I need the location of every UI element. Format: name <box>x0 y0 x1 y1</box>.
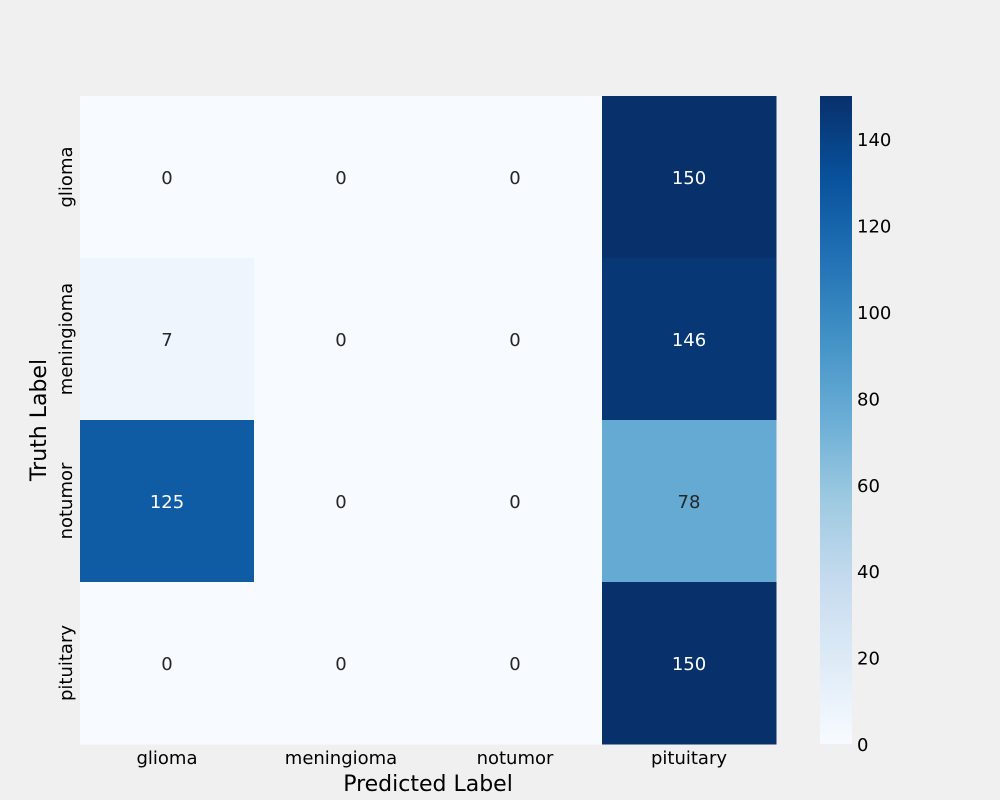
colorbar-gradient <box>820 96 852 744</box>
x-tick-labels: glioma meningioma notumor pituitary <box>136 748 727 769</box>
cell-value-label: 150 <box>672 168 706 189</box>
heatmap-cell-pituitary-pituitary <box>602 582 777 745</box>
cell-value-label: 0 <box>509 492 520 513</box>
cell-value-label: 78 <box>678 492 701 513</box>
heatmap-cell-notumor-meningioma <box>254 420 429 583</box>
heatmap-cell-notumor-pituitary <box>602 420 777 583</box>
heatmap-cell-notumor-notumor <box>428 420 603 583</box>
y-tick-label: notumor <box>56 462 77 539</box>
cell-value-label: 125 <box>150 492 184 513</box>
y-tick-label: pituitary <box>56 625 77 701</box>
colorbar-tick-label: 20 <box>857 649 880 670</box>
heatmap-cell-meningioma-glioma <box>80 258 255 421</box>
x-tick-label: pituitary <box>651 748 727 769</box>
colorbar-tick-label: 80 <box>857 389 880 410</box>
heatmap-cell-glioma-glioma <box>80 96 255 259</box>
colorbar-tick-label: 60 <box>857 476 880 497</box>
colorbar-tick-label: 100 <box>857 303 891 324</box>
cell-value-label: 0 <box>335 654 346 675</box>
cell-value-label: 0 <box>509 654 520 675</box>
heatmap-cell-notumor-glioma <box>80 420 255 583</box>
x-tick-label: notumor <box>477 748 554 769</box>
colorbar: 0 20 40 60 80 100 120 140 <box>820 96 891 756</box>
colorbar-tick-label: 40 <box>857 562 880 583</box>
cell-value-label: 0 <box>509 168 520 189</box>
y-tick-label: glioma <box>56 146 77 207</box>
heatmap-cell-pituitary-notumor <box>428 582 603 745</box>
cell-value-label: 146 <box>672 330 706 351</box>
heatmap-cell-meningioma-notumor <box>428 258 603 421</box>
x-tick-label: glioma <box>136 748 197 769</box>
heatmap-cell-meningioma-pituitary <box>602 258 777 421</box>
y-axis-label: Truth Label <box>27 359 52 482</box>
heatmap-cell-pituitary-glioma <box>80 582 255 745</box>
colorbar-tick-label: 140 <box>857 130 891 151</box>
x-axis-label: Predicted Label <box>343 772 513 797</box>
x-tick-label: meningioma <box>285 748 397 769</box>
cell-value-label: 0 <box>335 492 346 513</box>
heatmap-cell-meningioma-meningioma <box>254 258 429 421</box>
cell-value-label: 150 <box>672 654 706 675</box>
y-tick-labels: glioma meningioma notumor pituitary <box>56 146 77 701</box>
y-tick-label: meningioma <box>56 283 77 395</box>
heatmap-cell-labels: 0 0 0 150 7 0 0 146 125 0 0 78 0 0 0 150 <box>150 168 706 675</box>
heatmap-cell-glioma-pituitary <box>602 96 777 259</box>
cell-value-label: 7 <box>161 330 172 351</box>
heatmap-cell-glioma-meningioma <box>254 96 429 259</box>
colorbar-tick-label: 120 <box>857 217 891 238</box>
cell-value-label: 0 <box>335 168 346 189</box>
colorbar-tick-label: 0 <box>857 735 868 756</box>
cell-value-label: 0 <box>161 168 172 189</box>
heatmap-cell-pituitary-meningioma <box>254 582 429 745</box>
heatmap-cell-glioma-notumor <box>428 96 603 259</box>
cell-value-label: 0 <box>509 330 520 351</box>
colorbar-tick-labels: 0 20 40 60 80 100 120 140 <box>857 130 891 756</box>
cell-value-label: 0 <box>161 654 172 675</box>
cell-value-label: 0 <box>335 330 346 351</box>
heatmap-cells <box>80 96 777 745</box>
